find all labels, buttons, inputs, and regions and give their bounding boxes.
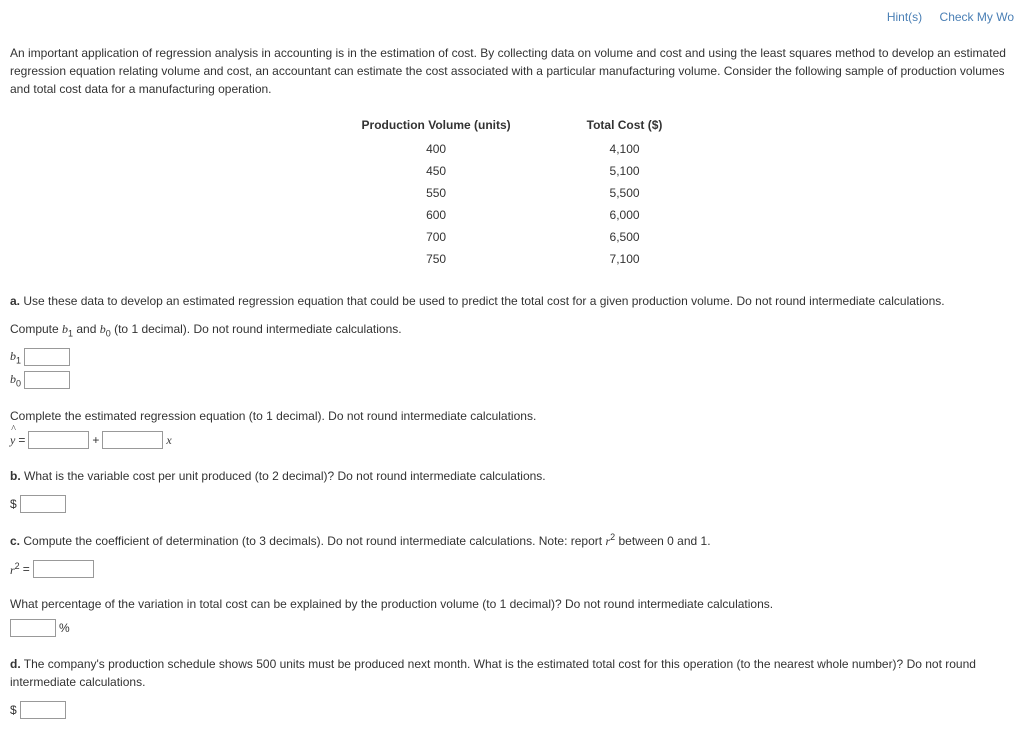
r2-input[interactable]: [33, 560, 94, 578]
table-row: 5505,500: [324, 182, 701, 204]
top-links: Hint(s) Check My Wo: [10, 8, 1014, 26]
percentage-row: %: [10, 619, 1014, 637]
slope-input[interactable]: [102, 431, 163, 449]
col-header-volume: Production Volume (units): [324, 112, 549, 138]
question-b: b. What is the variable cost per unit pr…: [10, 467, 1014, 485]
table-row: 4505,100: [324, 160, 701, 182]
table-row: 6006,000: [324, 204, 701, 226]
regression-eq: y = + x: [10, 431, 1014, 449]
table-row: 7006,500: [324, 226, 701, 248]
b1-input[interactable]: [24, 348, 70, 366]
compute-b1-b0: Compute b1 and b0 (to 1 decimal). Do not…: [10, 320, 1014, 341]
percentage-text: What percentage of the variation in tota…: [10, 595, 1014, 613]
estimated-cost-row: $: [10, 701, 1014, 719]
r2-row: r2 =: [10, 560, 1014, 579]
variable-cost-row: $: [10, 495, 1014, 513]
check-my-work-link[interactable]: Check My Wo: [940, 10, 1014, 24]
variable-cost-input[interactable]: [20, 495, 66, 513]
label-a: a.: [10, 294, 20, 308]
estimated-cost-input[interactable]: [20, 701, 66, 719]
label-d: d.: [10, 657, 21, 671]
percentage-input[interactable]: [10, 619, 56, 637]
table-row: 4004,100: [324, 138, 701, 160]
b0-row: b0: [10, 370, 1014, 391]
intercept-input[interactable]: [28, 431, 89, 449]
label-c: c.: [10, 534, 20, 548]
question-a: a. Use these data to develop an estimate…: [10, 292, 1014, 310]
col-header-cost: Total Cost ($): [549, 112, 701, 138]
hints-link[interactable]: Hint(s): [887, 10, 922, 24]
question-d: d. The company's production schedule sho…: [10, 655, 1014, 691]
b1-row: b1: [10, 347, 1014, 368]
y-hat: y: [10, 431, 15, 449]
b0-input[interactable]: [24, 371, 70, 389]
intro-text: An important application of regression a…: [10, 44, 1014, 98]
regression-eq-text: Complete the estimated regression equati…: [10, 407, 1014, 425]
data-table: Production Volume (units) Total Cost ($)…: [324, 112, 701, 270]
table-row: 7507,100: [324, 248, 701, 270]
question-c: c. Compute the coefficient of determinat…: [10, 531, 1014, 550]
label-b: b.: [10, 469, 21, 483]
